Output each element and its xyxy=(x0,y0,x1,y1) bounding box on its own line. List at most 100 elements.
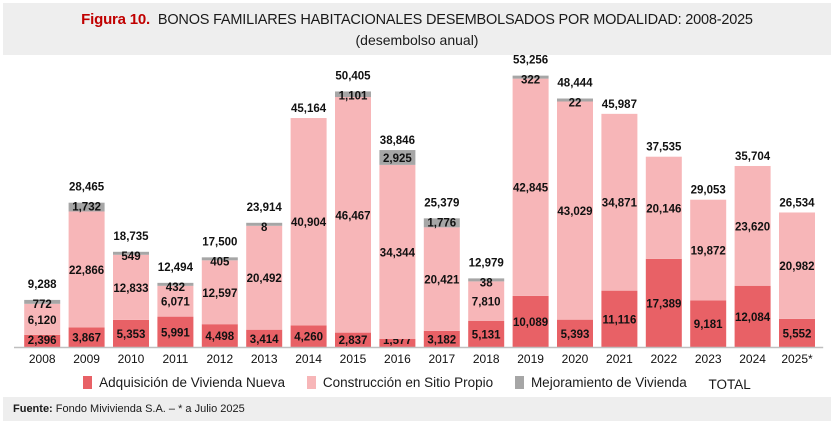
data-label-construccion-2025*: 20,982 xyxy=(779,261,814,273)
data-label-adquisicion-2025*: 5,552 xyxy=(783,328,812,340)
bar-mejoramiento-2010 xyxy=(113,251,149,255)
data-label-adquisicion-2022: 17,389 xyxy=(646,298,681,310)
data-label-adquisicion-2011: 5,991 xyxy=(161,327,190,339)
bar-construccion-2010 xyxy=(113,254,149,320)
chart-subtitle: (desembolso anual) xyxy=(355,32,479,48)
bar-adquisicion-2012 xyxy=(201,324,238,347)
data-label-construccion-2011: 6,071 xyxy=(161,297,190,309)
figure-label: Figura 10. xyxy=(81,11,151,28)
total-label-2009: 28,465 xyxy=(69,182,105,194)
bar-construccion-2009 xyxy=(68,211,105,328)
total-label-2010: 18,735 xyxy=(113,231,149,243)
data-label-adquisicion-2017: 3,182 xyxy=(427,334,456,346)
x-tick-label-2008: 2008 xyxy=(29,352,56,366)
bar-adquisicion-2019 xyxy=(512,295,549,347)
bar-construccion-2020 xyxy=(557,101,593,320)
chart-title: Figura 10. BONOS FAMILIARES HABITACIONAL… xyxy=(3,11,831,28)
bar-adquisicion-2014 xyxy=(290,325,327,347)
x-tick-label-2024: 2024 xyxy=(739,352,766,366)
bar-adquisicion-2016 xyxy=(379,339,416,347)
chart-header: Figura 10. BONOS FAMILIARES HABITACIONAL… xyxy=(3,3,831,55)
bar-mejoramiento-2009 xyxy=(68,202,105,212)
bar-mejoramiento-2016 xyxy=(379,150,416,165)
data-label-adquisicion-2009: 3,867 xyxy=(72,333,101,345)
bar-adquisicion-2009 xyxy=(68,327,105,347)
bar-construccion-2019 xyxy=(512,78,549,296)
data-label-mejoramiento-2016: 2,925 xyxy=(383,153,412,165)
bar-construccion-2024 xyxy=(734,165,771,286)
legend-label-adquisicion: Adquisición de Vivienda Nueva xyxy=(99,375,286,390)
x-tick-label-2014: 2014 xyxy=(295,352,322,366)
data-label-adquisicion-2018: 5,131 xyxy=(472,329,501,341)
data-label-mejoramiento-2017: 1,776 xyxy=(427,217,456,229)
data-label-mejoramiento-2013: 8 xyxy=(261,222,268,234)
bar-mejoramiento-2019 xyxy=(512,75,549,79)
legend-swatch-mejoramiento xyxy=(514,376,524,389)
total-label-2008: 9,288 xyxy=(28,279,57,291)
data-label-adquisicion-2012: 4,498 xyxy=(205,331,234,343)
data-label-mejoramiento-2019: 322 xyxy=(521,75,540,87)
x-tick-label-2017: 2017 xyxy=(428,352,455,366)
data-label-adquisicion-2015: 2,837 xyxy=(339,335,368,347)
bar-construccion-2025* xyxy=(779,212,815,319)
data-label-adquisicion-2008: 2,396 xyxy=(28,335,57,347)
bar-adquisicion-2020 xyxy=(557,319,593,347)
x-tick-label-2021: 2021 xyxy=(606,352,633,366)
data-label-mejoramiento-2008: 772 xyxy=(33,299,52,311)
total-label-2020: 48,444 xyxy=(557,78,593,90)
data-label-adquisicion-2023: 9,181 xyxy=(694,319,723,331)
title-text: BONOS FAMILIARES HABITACIONALES DESEMBOL… xyxy=(157,12,753,28)
bar-adquisicion-2017 xyxy=(423,330,460,347)
total-label-2017: 25,379 xyxy=(424,197,459,209)
data-label-mejoramiento-2012: 405 xyxy=(210,256,230,268)
data-label-construccion-2023: 19,872 xyxy=(691,246,726,258)
bar-construccion-2014 xyxy=(290,118,327,326)
data-label-construccion-2024: 23,620 xyxy=(735,221,770,233)
x-tick-label-2010: 2010 xyxy=(118,352,145,366)
total-label-2024: 35,704 xyxy=(735,151,771,163)
data-label-construccion-2008: 6,120 xyxy=(28,315,57,327)
data-label-mejoramiento-2018: 38 xyxy=(480,277,493,289)
x-tick-label-2009: 2009 xyxy=(73,352,100,366)
legend-item-construccion: Construcción en Sitio Propio xyxy=(306,375,493,390)
bar-adquisicion-2013 xyxy=(246,329,283,347)
data-label-adquisicion-2021: 11,116 xyxy=(602,314,636,326)
total-label-2013: 23,914 xyxy=(247,202,283,214)
bar-construccion-2016 xyxy=(379,164,416,340)
x-tick-label-2013: 2013 xyxy=(251,352,278,366)
bar-construccion-2018 xyxy=(468,281,505,321)
data-label-construccion-2022: 20,146 xyxy=(646,203,681,215)
x-tick-label-2020: 2020 xyxy=(562,352,589,366)
data-label-construccion-2020: 43,029 xyxy=(557,206,592,218)
bar-mejoramiento-2015 xyxy=(335,91,371,98)
bar-construccion-2013 xyxy=(246,225,283,330)
bar-construccion-2008 xyxy=(24,303,61,335)
source-text: Fondo Mivivienda S.A. – * a Julio 2025 xyxy=(55,403,245,415)
x-tick-label-2016: 2016 xyxy=(384,352,411,366)
data-label-adquisicion-2014: 4,260 xyxy=(294,332,323,344)
data-label-construccion-2010: 12,833 xyxy=(113,283,148,295)
data-label-construccion-2016: 34,344 xyxy=(380,247,416,259)
data-label-construccion-2018: 7,810 xyxy=(472,297,501,309)
data-label-construccion-2015: 46,467 xyxy=(335,210,370,222)
total-label-2016: 38,846 xyxy=(380,135,415,147)
data-label-construccion-2009: 22,866 xyxy=(69,265,104,277)
data-label-construccion-2021: 34,871 xyxy=(602,198,638,210)
x-tick-label-2025*: 2025* xyxy=(781,352,813,366)
data-label-adquisicion-2024: 12,084 xyxy=(735,312,771,324)
legend-swatch-adquisicion xyxy=(83,376,93,389)
x-tick-label-2019: 2019 xyxy=(517,352,544,366)
data-label-adquisicion-2020: 5,393 xyxy=(561,329,590,341)
bar-mejoramiento-2012 xyxy=(201,257,238,261)
legend-item-total: TOTAL xyxy=(709,377,751,392)
bar-mejoramiento-2011 xyxy=(157,282,194,286)
bar-adquisicion-2021 xyxy=(601,290,638,347)
legend-label-mejoramiento: Mejoramiento de Vivienda xyxy=(530,375,687,390)
data-label-construccion-2014: 40,904 xyxy=(291,217,327,229)
total-label-2019: 53,256 xyxy=(513,55,548,67)
total-label-2025*: 26,534 xyxy=(779,197,815,209)
data-label-mejoramiento-2011: 432 xyxy=(166,282,185,294)
bar-adquisicion-2018 xyxy=(468,320,505,347)
legend-swatch-construccion xyxy=(306,376,316,389)
bar-adquisicion-2025* xyxy=(779,318,815,347)
